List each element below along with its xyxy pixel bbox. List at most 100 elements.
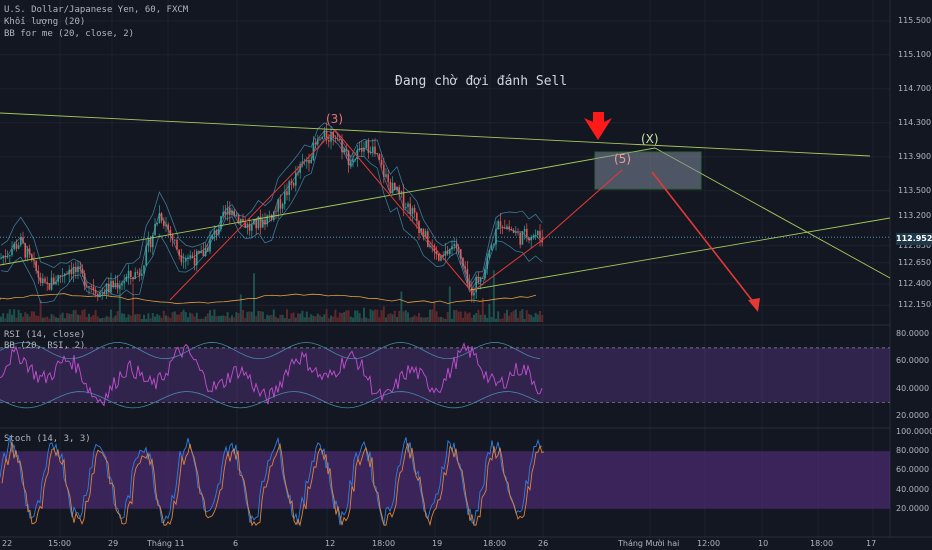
volume-bar bbox=[162, 310, 165, 322]
volume-bar bbox=[77, 314, 79, 322]
candle-body bbox=[523, 228, 526, 232]
volume-bar bbox=[171, 312, 174, 322]
candle-body bbox=[125, 276, 128, 282]
volume-bar bbox=[514, 309, 517, 322]
rsi-band bbox=[0, 347, 890, 403]
volume-bar bbox=[55, 317, 57, 322]
volume-bar bbox=[105, 316, 108, 322]
volume-bar bbox=[475, 313, 478, 322]
candle-body bbox=[143, 265, 145, 274]
projected-wave-5 bbox=[544, 169, 623, 239]
volume-bar bbox=[26, 314, 29, 322]
sell-projection-arrow bbox=[651, 171, 759, 309]
volume-bar bbox=[224, 316, 227, 322]
candle-body bbox=[99, 292, 101, 298]
candle-body bbox=[101, 292, 103, 293]
volume-bar bbox=[257, 311, 260, 322]
time-axis-label: 12 bbox=[325, 539, 336, 548]
candle-body bbox=[229, 207, 231, 215]
candle-body bbox=[11, 249, 13, 256]
wave-line-primary bbox=[169, 129, 473, 301]
candle-body bbox=[361, 148, 363, 152]
candle-body bbox=[398, 187, 400, 194]
volume-bar bbox=[195, 312, 198, 322]
volume-bar bbox=[409, 317, 412, 322]
volume-bar bbox=[422, 317, 425, 322]
volume-bar bbox=[369, 309, 372, 322]
volume-bar bbox=[103, 317, 106, 322]
volume-bar bbox=[358, 313, 361, 322]
volume-bar bbox=[371, 310, 374, 322]
candle-body bbox=[264, 219, 266, 225]
volume-bar bbox=[470, 317, 473, 322]
candle-body bbox=[464, 266, 466, 269]
volume-bar bbox=[393, 310, 396, 322]
candle-body bbox=[490, 245, 493, 251]
candle-body bbox=[512, 230, 515, 233]
price-axis-label: 115.500 bbox=[898, 15, 932, 25]
volume-bar bbox=[19, 312, 22, 322]
candle-body bbox=[416, 212, 418, 222]
time-axis-label: 18:00 bbox=[483, 539, 507, 548]
candle-body bbox=[279, 199, 282, 209]
candle-body bbox=[17, 245, 20, 249]
candle-body bbox=[145, 245, 147, 266]
bb-upper-band bbox=[0, 122, 543, 289]
stoch-axis-label: 20.0000 bbox=[896, 503, 930, 513]
candle-body bbox=[325, 130, 328, 141]
volume-bar bbox=[4, 318, 7, 322]
volume-bar bbox=[442, 317, 445, 322]
volume-bar bbox=[246, 311, 249, 322]
candle-body bbox=[200, 250, 202, 254]
candle-body bbox=[477, 276, 480, 282]
volume-bar bbox=[389, 313, 392, 322]
volume-bar bbox=[420, 317, 423, 322]
volume-bar bbox=[462, 317, 464, 322]
volume-bar bbox=[503, 313, 506, 322]
candle-body bbox=[356, 149, 359, 159]
volume-bar bbox=[173, 311, 176, 322]
candle-body bbox=[473, 292, 475, 296]
volume-bar bbox=[327, 318, 330, 322]
volume-indicator-label: Khối lượng (20) bbox=[4, 17, 86, 27]
candle-body bbox=[266, 215, 268, 225]
candle-body bbox=[310, 160, 312, 164]
candle-body bbox=[468, 282, 471, 288]
volume-bar bbox=[217, 315, 220, 322]
volume-bar bbox=[466, 313, 469, 322]
candle-body bbox=[112, 280, 114, 287]
volume-bar bbox=[360, 318, 363, 322]
stoch-band bbox=[0, 451, 890, 509]
volume-bar bbox=[268, 315, 271, 322]
candle-body bbox=[154, 223, 156, 236]
candle-body bbox=[394, 183, 396, 191]
volume-bar bbox=[176, 314, 178, 322]
candle-body bbox=[449, 249, 451, 255]
time-axis-label: 10 bbox=[758, 539, 769, 548]
volume-bar bbox=[90, 316, 93, 322]
candle-body bbox=[231, 210, 233, 215]
candle-body bbox=[488, 250, 491, 259]
candle-body bbox=[48, 283, 51, 290]
stoch-axis-label: 100.0000 bbox=[896, 427, 932, 436]
candle-body bbox=[13, 243, 15, 250]
rsi-title: RSI (14, close) bbox=[4, 330, 86, 340]
candle-body bbox=[198, 251, 200, 254]
volume-bar bbox=[541, 315, 544, 322]
candle-body bbox=[486, 258, 488, 270]
volume-bar bbox=[129, 315, 132, 322]
candle-body bbox=[121, 283, 123, 286]
candle-body bbox=[515, 231, 517, 233]
volume-bar bbox=[151, 313, 154, 322]
candle-body bbox=[97, 293, 99, 298]
volume-bar bbox=[167, 316, 170, 322]
volume-bar bbox=[11, 314, 13, 322]
candle-body bbox=[259, 216, 262, 228]
volume-bar bbox=[486, 317, 489, 322]
candle-body bbox=[328, 140, 330, 142]
volume-bar bbox=[495, 318, 497, 322]
candle-body bbox=[290, 181, 293, 183]
candle-body bbox=[330, 132, 332, 142]
candle-body bbox=[350, 162, 352, 165]
volume-bar bbox=[363, 307, 365, 322]
